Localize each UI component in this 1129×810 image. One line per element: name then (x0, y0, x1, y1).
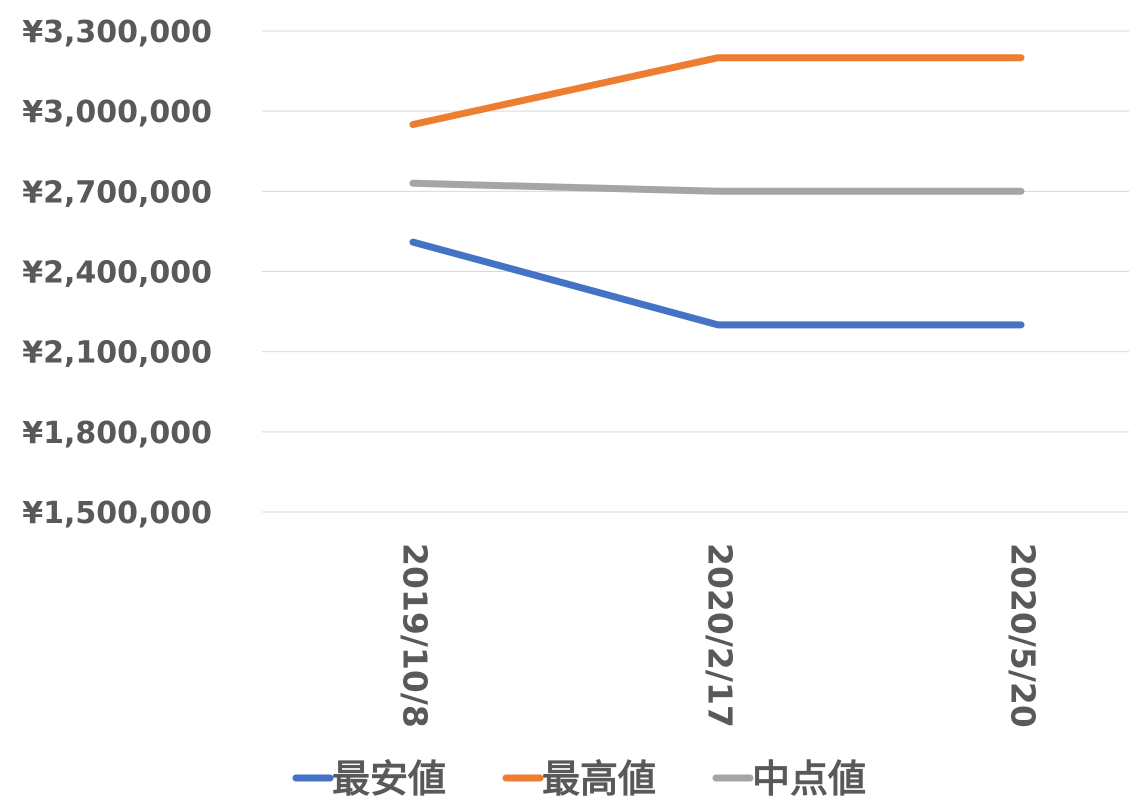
y-tick-label: ¥2,400,000 (22, 256, 212, 291)
y-tick-label: ¥1,500,000 (22, 496, 212, 531)
series-line-0 (409, 238, 1025, 329)
legend-label: 最高値 (542, 757, 656, 801)
legend-label: 中点値 (752, 757, 866, 801)
series-lines (409, 54, 1025, 329)
x-tick-label: 2020/2/17 (701, 543, 740, 728)
x-tick-label: 2019/10/8 (396, 543, 435, 728)
series-line-1 (409, 54, 1025, 128)
x-tick-label: 2020/5/20 (1004, 543, 1043, 728)
x-axis-category-labels: 2019/10/8 2020/2/17 2020/5/20 (396, 543, 1043, 728)
y-tick-label: ¥2,100,000 (22, 336, 212, 371)
legend-label: 最安値 (332, 757, 446, 801)
y-tick-label: ¥2,700,000 (22, 175, 212, 210)
y-axis-tick-labels: ¥1,500,000 ¥1,800,000 ¥2,100,000 ¥2,400,000… (22, 15, 212, 531)
y-tick-label: ¥3,300,000 (22, 15, 212, 50)
series-line-2 (409, 179, 1025, 195)
legend: 最安値 最高値 中点値 (292, 757, 866, 801)
gridlines (262, 30, 1129, 513)
y-tick-label: ¥1,800,000 (22, 416, 212, 451)
y-tick-label: ¥3,000,000 (22, 95, 212, 130)
